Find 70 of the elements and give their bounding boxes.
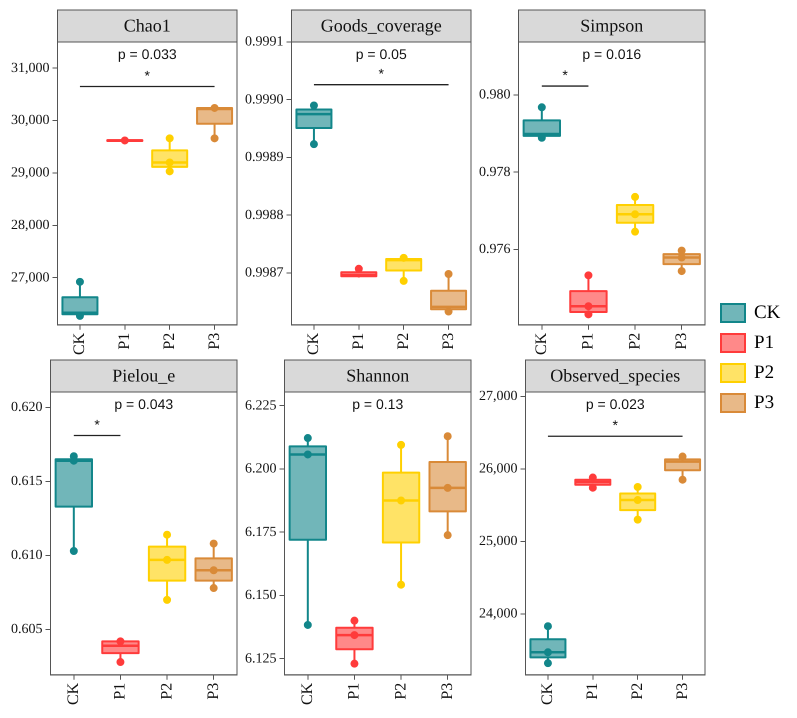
legend-label: P2 (754, 362, 774, 384)
y-tick-label: 0.976 (479, 242, 510, 258)
y-tick-label: 0.615 (11, 474, 42, 490)
x-tick-label: P1 (584, 682, 602, 700)
annotation: p = 0.13 (352, 396, 404, 412)
annotation: * (94, 416, 100, 433)
x-tick-label: P1 (346, 682, 363, 700)
x-tick-label: CK (539, 682, 556, 706)
y-tick-label: 27,000 (11, 270, 50, 286)
x-tick-label: P3 (672, 332, 690, 350)
annotation: * (612, 417, 619, 434)
chart-title: Goods_coverage (320, 16, 442, 36)
chart-title: Chao1 (124, 16, 171, 36)
y-tick-label: 25,000 (479, 534, 518, 550)
x-tick-label: P2 (392, 682, 410, 700)
x-tick-label: P3 (674, 682, 691, 700)
y-tick-label: 6.125 (245, 651, 276, 666)
y-tick-label: 0.605 (11, 622, 42, 638)
x-tick-label: P3 (438, 682, 456, 700)
annotation: * (144, 68, 151, 84)
annotation: p = 0.016 (582, 46, 642, 62)
annotation: p = 0.033 (118, 46, 177, 62)
y-tick-label: 6.225 (245, 398, 276, 414)
x-tick-label: P2 (158, 682, 176, 700)
x-tick-label: CK (305, 332, 322, 356)
annotation: * (378, 66, 385, 82)
chart-title: Simpson (580, 16, 644, 36)
y-tick-label: 24,000 (479, 606, 518, 622)
x-tick-label: P1 (350, 332, 368, 350)
y-tick-label: 0.9990 (245, 92, 284, 108)
annotation: p = 0.043 (114, 396, 174, 412)
x-tick-label: CK (65, 682, 82, 706)
chart-title: Observed_species (550, 366, 680, 386)
x-tick-label: CK (299, 682, 316, 706)
x-tick-label: P1 (112, 682, 129, 700)
chart-title: Shannon (346, 366, 410, 386)
y-tick-label: 0.9988 (245, 208, 284, 223)
annotation: p = 0.05 (356, 46, 407, 62)
x-tick-label: P3 (440, 332, 457, 350)
x-tick-label: P2 (394, 332, 412, 350)
x-tick-label: CK (533, 332, 550, 356)
y-tick-label: 28,000 (11, 218, 50, 233)
x-tick-label: P1 (116, 332, 134, 350)
x-tick-label: P2 (628, 682, 646, 700)
x-tick-label: P3 (204, 682, 222, 700)
x-tick-label: CK (71, 332, 88, 356)
y-tick-label: 0.9991 (245, 34, 284, 50)
y-tick-label: 6.200 (245, 462, 276, 477)
y-tick-label: 26,000 (479, 462, 518, 477)
y-tick-label: 6.175 (245, 524, 276, 540)
y-tick-label: 0.980 (479, 88, 510, 103)
y-tick-label: 0.9989 (245, 150, 284, 166)
legend-label: P3 (754, 392, 774, 414)
y-tick-label: 27,000 (479, 389, 518, 404)
y-tick-label: 30,000 (11, 113, 50, 128)
chart-title: Pielou_e (112, 366, 176, 386)
y-tick-label: 0.9987 (245, 266, 284, 281)
y-tick-label: 0.610 (11, 548, 42, 564)
x-tick-label: P2 (160, 332, 178, 350)
x-tick-label: P2 (626, 332, 644, 350)
y-tick-label: 31,000 (11, 60, 50, 76)
y-tick-label: 29,000 (11, 166, 50, 181)
annotation: * (562, 67, 568, 84)
y-tick-label: 0.620 (11, 400, 42, 416)
x-tick-label: P1 (580, 332, 597, 350)
annotation: p = 0.023 (586, 396, 645, 412)
legend-label: CK (754, 302, 780, 324)
y-tick-label: 0.978 (479, 164, 510, 180)
y-tick-label: 6.150 (245, 588, 276, 604)
x-tick-label: P3 (206, 332, 223, 350)
